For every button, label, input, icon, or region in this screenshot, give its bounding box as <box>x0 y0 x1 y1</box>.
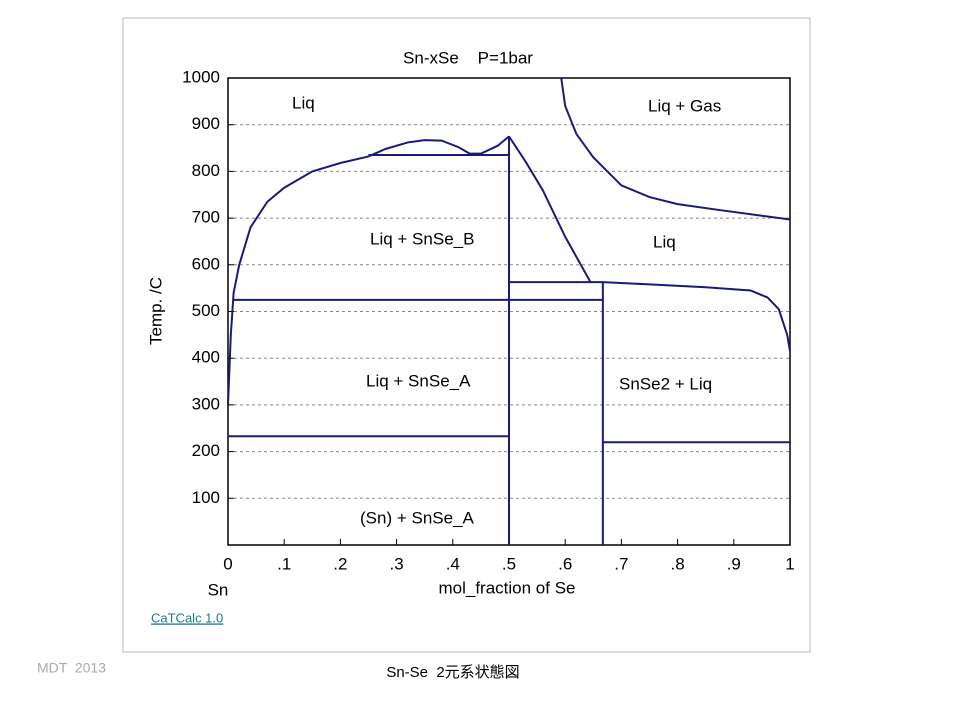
region-label: Liq + SnSe_B <box>370 229 474 248</box>
phase-boundary <box>508 135 592 283</box>
credit-link[interactable]: CaTCalc 1.0 <box>151 610 223 625</box>
x-end-label: Sn <box>208 580 229 599</box>
caption: Sn-Se 2元系状態図 <box>386 664 519 681</box>
x-tick-label: 1 <box>785 554 794 573</box>
y-tick-label: 600 <box>192 254 220 273</box>
y-axis-label: Temp. /C <box>146 277 165 345</box>
region-label: Liq <box>653 232 676 251</box>
x-tick-label: .7 <box>614 554 628 573</box>
x-tick-label: .6 <box>558 554 572 573</box>
y-tick-label: 100 <box>192 488 220 507</box>
y-tick-label: 400 <box>192 348 220 367</box>
y-tick-label: 1000 <box>182 67 220 86</box>
x-tick-label: .3 <box>390 554 404 573</box>
footer-left: MDT 2013 <box>37 660 106 676</box>
x-tick-label: .9 <box>727 554 741 573</box>
x-tick-label: .8 <box>671 554 685 573</box>
x-axis-label: mol_fraction of Se <box>438 578 575 597</box>
region-label: Liq + Gas <box>648 96 721 115</box>
y-tick-label: 700 <box>192 208 220 227</box>
y-tick-label: 500 <box>192 301 220 320</box>
y-tick-label: 900 <box>192 114 220 133</box>
y-tick-label: 200 <box>192 441 220 460</box>
phase-boundary <box>509 281 791 352</box>
region-label: (Sn) + SnSe_A <box>360 508 475 527</box>
x-tick-label: .2 <box>333 554 347 573</box>
y-tick-label: 300 <box>192 394 220 413</box>
x-tick-label: .5 <box>502 554 516 573</box>
x-tick-label: .4 <box>446 554 460 573</box>
x-tick-label: .1 <box>277 554 291 573</box>
region-label: SnSe2 + Liq <box>619 374 712 393</box>
phase-boundary <box>560 77 791 221</box>
frame <box>122 17 811 653</box>
region-label: Liq <box>292 93 315 112</box>
y-tick-label: 800 <box>192 161 220 180</box>
chart-title: Sn-xSe P=1bar <box>403 48 533 67</box>
x-tick-label: 0 <box>223 554 232 573</box>
phase-boundary <box>227 135 510 405</box>
region-label: Liq + SnSe_A <box>366 371 471 390</box>
